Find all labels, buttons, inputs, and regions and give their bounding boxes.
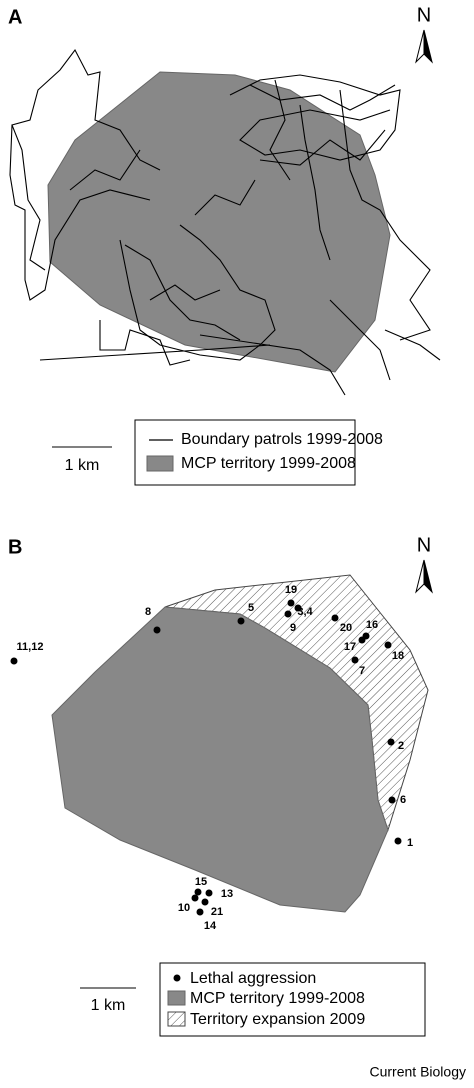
aggression-point [205, 889, 213, 897]
legend-swatch [167, 990, 186, 1006]
aggression-point [201, 898, 209, 906]
legend-box [159, 962, 426, 1037]
point-label: 15 [195, 876, 207, 888]
legend-label: MCP territory 1999-2008 [190, 990, 365, 1007]
aggression-point [387, 738, 395, 746]
panel-label: B [8, 536, 22, 558]
point-label: 17 [344, 641, 356, 653]
point-label: 7 [359, 665, 365, 677]
point-label: 11,12 [17, 641, 44, 653]
legend-swatch [167, 1011, 186, 1027]
point-label: 8 [145, 606, 151, 618]
point-label: 3,4 [297, 606, 313, 618]
point-label: 21 [211, 906, 223, 918]
aggression-point [384, 641, 392, 649]
point-label: 19 [285, 584, 297, 596]
boundary-patrols [9, 48, 441, 396]
legend-label: MCP territory 1999-2008 [181, 455, 356, 472]
aggression-point [331, 614, 339, 622]
legend-box [134, 419, 356, 486]
point-label: 13 [221, 888, 233, 900]
aggression-point [191, 894, 199, 902]
north-arrow [415, 559, 433, 594]
north-arrow [415, 29, 433, 64]
legend-swatch [173, 974, 181, 982]
point-label: 5 [248, 602, 254, 614]
north-label: N [417, 534, 431, 556]
credit: Current Biology [370, 1064, 467, 1080]
point-label: 2 [398, 740, 404, 752]
legend-label: Lethal aggression [190, 970, 316, 987]
aggression-point [394, 837, 402, 845]
legend-swatch [146, 455, 174, 472]
aggression-point [194, 888, 202, 896]
lethal-aggression-points: 193,49 5 8 20 16 17 18 7 11,12 2 6 1 15 13 10 21 14 [10, 584, 413, 932]
point-label: 1 [407, 837, 413, 849]
point-label: 9 [290, 622, 296, 634]
legend: Boundary patrols 1999-2008 MCP territory… [134, 419, 383, 486]
scale-label: 1 km [91, 997, 126, 1014]
point-label: 18 [392, 650, 404, 662]
aggression-point [10, 657, 18, 665]
legend: Lethal aggression MCP territory 1999-200… [159, 962, 426, 1037]
aggression-point [284, 610, 292, 618]
aggression-point [388, 796, 396, 804]
point-label: 10 [178, 902, 190, 914]
panel-label: A [8, 6, 22, 28]
legend-label: Boundary patrols 1999-2008 [181, 431, 383, 448]
point-label: 14 [204, 920, 217, 932]
aggression-point [358, 636, 366, 644]
aggression-point [294, 604, 302, 612]
aggression-point [153, 626, 161, 634]
mcp-territory [51, 606, 389, 913]
scale-label: 1 km [65, 457, 100, 474]
point-label: 20 [340, 622, 352, 634]
aggression-point [287, 599, 295, 607]
aggression-point [196, 908, 204, 916]
legend-label: Territory expansion 2009 [190, 1011, 365, 1028]
aggression-point [237, 617, 245, 625]
north-label: N [417, 4, 431, 26]
point-label: 16 [366, 619, 378, 631]
aggression-point [351, 656, 359, 664]
point-label: 6 [400, 794, 406, 806]
